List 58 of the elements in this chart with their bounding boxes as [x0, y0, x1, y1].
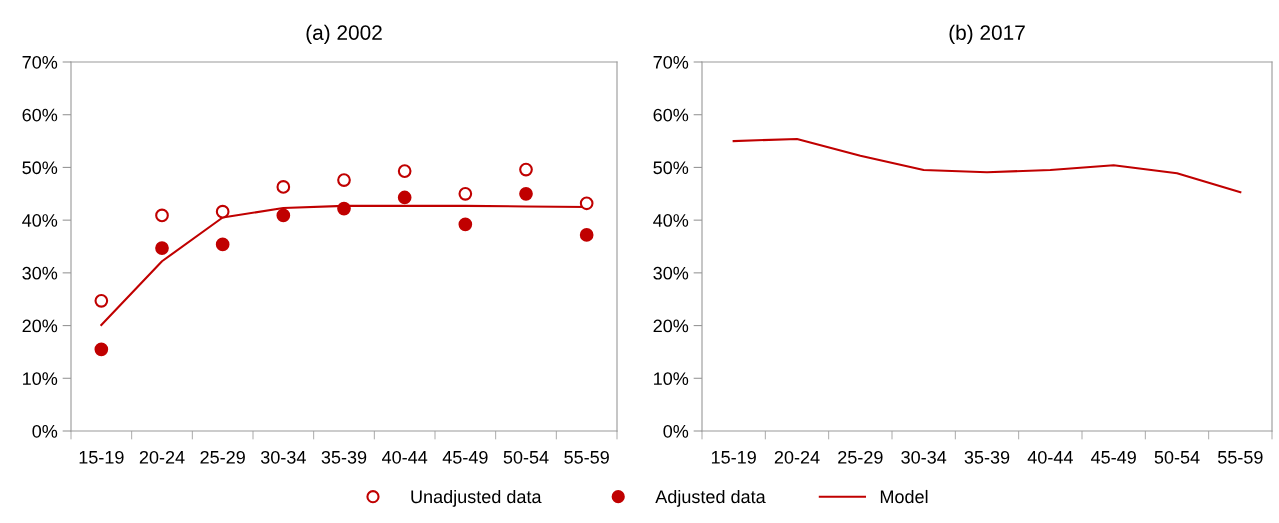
x-tick-label: 35-39 — [321, 450, 367, 464]
y-tick-label: 70% — [22, 55, 58, 69]
point — [215, 237, 230, 252]
point — [215, 204, 230, 219]
y-tick-label: 10% — [654, 372, 689, 386]
y-tick-label: 50% — [22, 161, 58, 175]
legend-label: Adjusted data — [655, 489, 766, 507]
x-tick-label: 45-49 — [1090, 450, 1136, 464]
point — [579, 228, 594, 242]
x-tick-label: 55-59 — [1217, 450, 1263, 464]
y-tick-label: 40% — [653, 214, 689, 227]
x-tick-label: 20-24 — [139, 450, 185, 464]
point — [458, 217, 473, 232]
point — [155, 208, 169, 223]
point — [458, 186, 473, 201]
x-tick-label: 50-54 — [503, 450, 549, 464]
y-tick-label: 30% — [653, 266, 689, 280]
x-tick-label: 15-19 — [79, 450, 124, 464]
x-tick-label: 55-59 — [564, 450, 609, 464]
point — [579, 196, 594, 211]
y-tick-label: 30% — [22, 266, 58, 280]
x-tick-label: 50-54 — [1154, 450, 1200, 464]
x-tick-label: 25-29 — [200, 450, 245, 464]
x-tick-label: 20-24 — [774, 450, 820, 464]
legend-label: Unadjusted data — [411, 489, 542, 507]
y-tick-label: 20% — [653, 319, 689, 333]
legend-label: Model — [880, 489, 928, 504]
chart-title: (b) 2017 — [949, 24, 1025, 45]
y-tick-label: 0% — [32, 424, 58, 438]
x-tick-label: 25-29 — [838, 450, 883, 464]
y-tick-label: 0% — [663, 424, 689, 438]
point — [155, 241, 169, 255]
point — [519, 162, 533, 177]
point — [94, 293, 109, 308]
point — [94, 342, 109, 357]
point — [337, 173, 351, 187]
point — [276, 208, 291, 223]
y-tick-label: 20% — [22, 319, 58, 333]
chart-title: (a) 2002 — [306, 24, 382, 45]
x-tick-label: 30-34 — [901, 450, 947, 464]
x-tick-label: 40-44 — [1027, 450, 1073, 464]
point — [397, 164, 412, 178]
y-tick-label: 50% — [653, 161, 689, 175]
y-tick-label: 40% — [22, 214, 58, 227]
point — [397, 190, 412, 205]
x-tick-label: 40-44 — [381, 450, 428, 464]
x-tick-label: 35-39 — [964, 450, 1010, 464]
y-tick-label: 70% — [653, 55, 689, 69]
y-tick-label: 10% — [23, 372, 58, 386]
line-series — [732, 137, 1242, 194]
x-tick-label: 30-34 — [260, 450, 306, 464]
point — [337, 201, 351, 216]
y-tick-label: 60% — [22, 108, 58, 122]
x-tick-label: 45-49 — [442, 450, 488, 464]
y-tick-label: 60% — [653, 108, 689, 122]
x-tick-label: 15-19 — [711, 450, 756, 464]
point — [519, 186, 533, 201]
point — [276, 180, 291, 194]
